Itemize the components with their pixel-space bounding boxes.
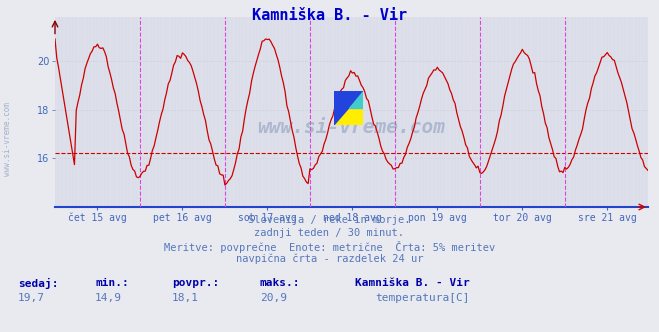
Polygon shape xyxy=(333,91,363,125)
Polygon shape xyxy=(333,91,363,125)
Text: 14,9: 14,9 xyxy=(95,293,122,303)
Text: 18,1: 18,1 xyxy=(172,293,199,303)
Text: 20,9: 20,9 xyxy=(260,293,287,303)
Text: zadnji teden / 30 minut.: zadnji teden / 30 minut. xyxy=(254,228,405,238)
Text: 19,7: 19,7 xyxy=(18,293,45,303)
Text: Kamniška B. - Vir: Kamniška B. - Vir xyxy=(355,278,470,288)
Text: min.:: min.: xyxy=(95,278,129,288)
Polygon shape xyxy=(349,91,363,108)
Text: navpična črta - razdelek 24 ur: navpična črta - razdelek 24 ur xyxy=(236,254,423,265)
Text: maks.:: maks.: xyxy=(260,278,301,288)
Text: temperatura[C]: temperatura[C] xyxy=(375,293,469,303)
Text: www.si-vreme.com: www.si-vreme.com xyxy=(258,118,445,137)
Text: Kamniška B. - Vir: Kamniška B. - Vir xyxy=(252,8,407,23)
Text: povpr.:: povpr.: xyxy=(172,278,219,288)
Text: www.si-vreme.com: www.si-vreme.com xyxy=(3,103,13,176)
Text: Slovenija / reke in morje.: Slovenija / reke in morje. xyxy=(248,215,411,225)
Text: sedaj:: sedaj: xyxy=(18,278,59,289)
Text: Meritve: povprečne  Enote: metrične  Črta: 5% meritev: Meritve: povprečne Enote: metrične Črta:… xyxy=(164,241,495,253)
